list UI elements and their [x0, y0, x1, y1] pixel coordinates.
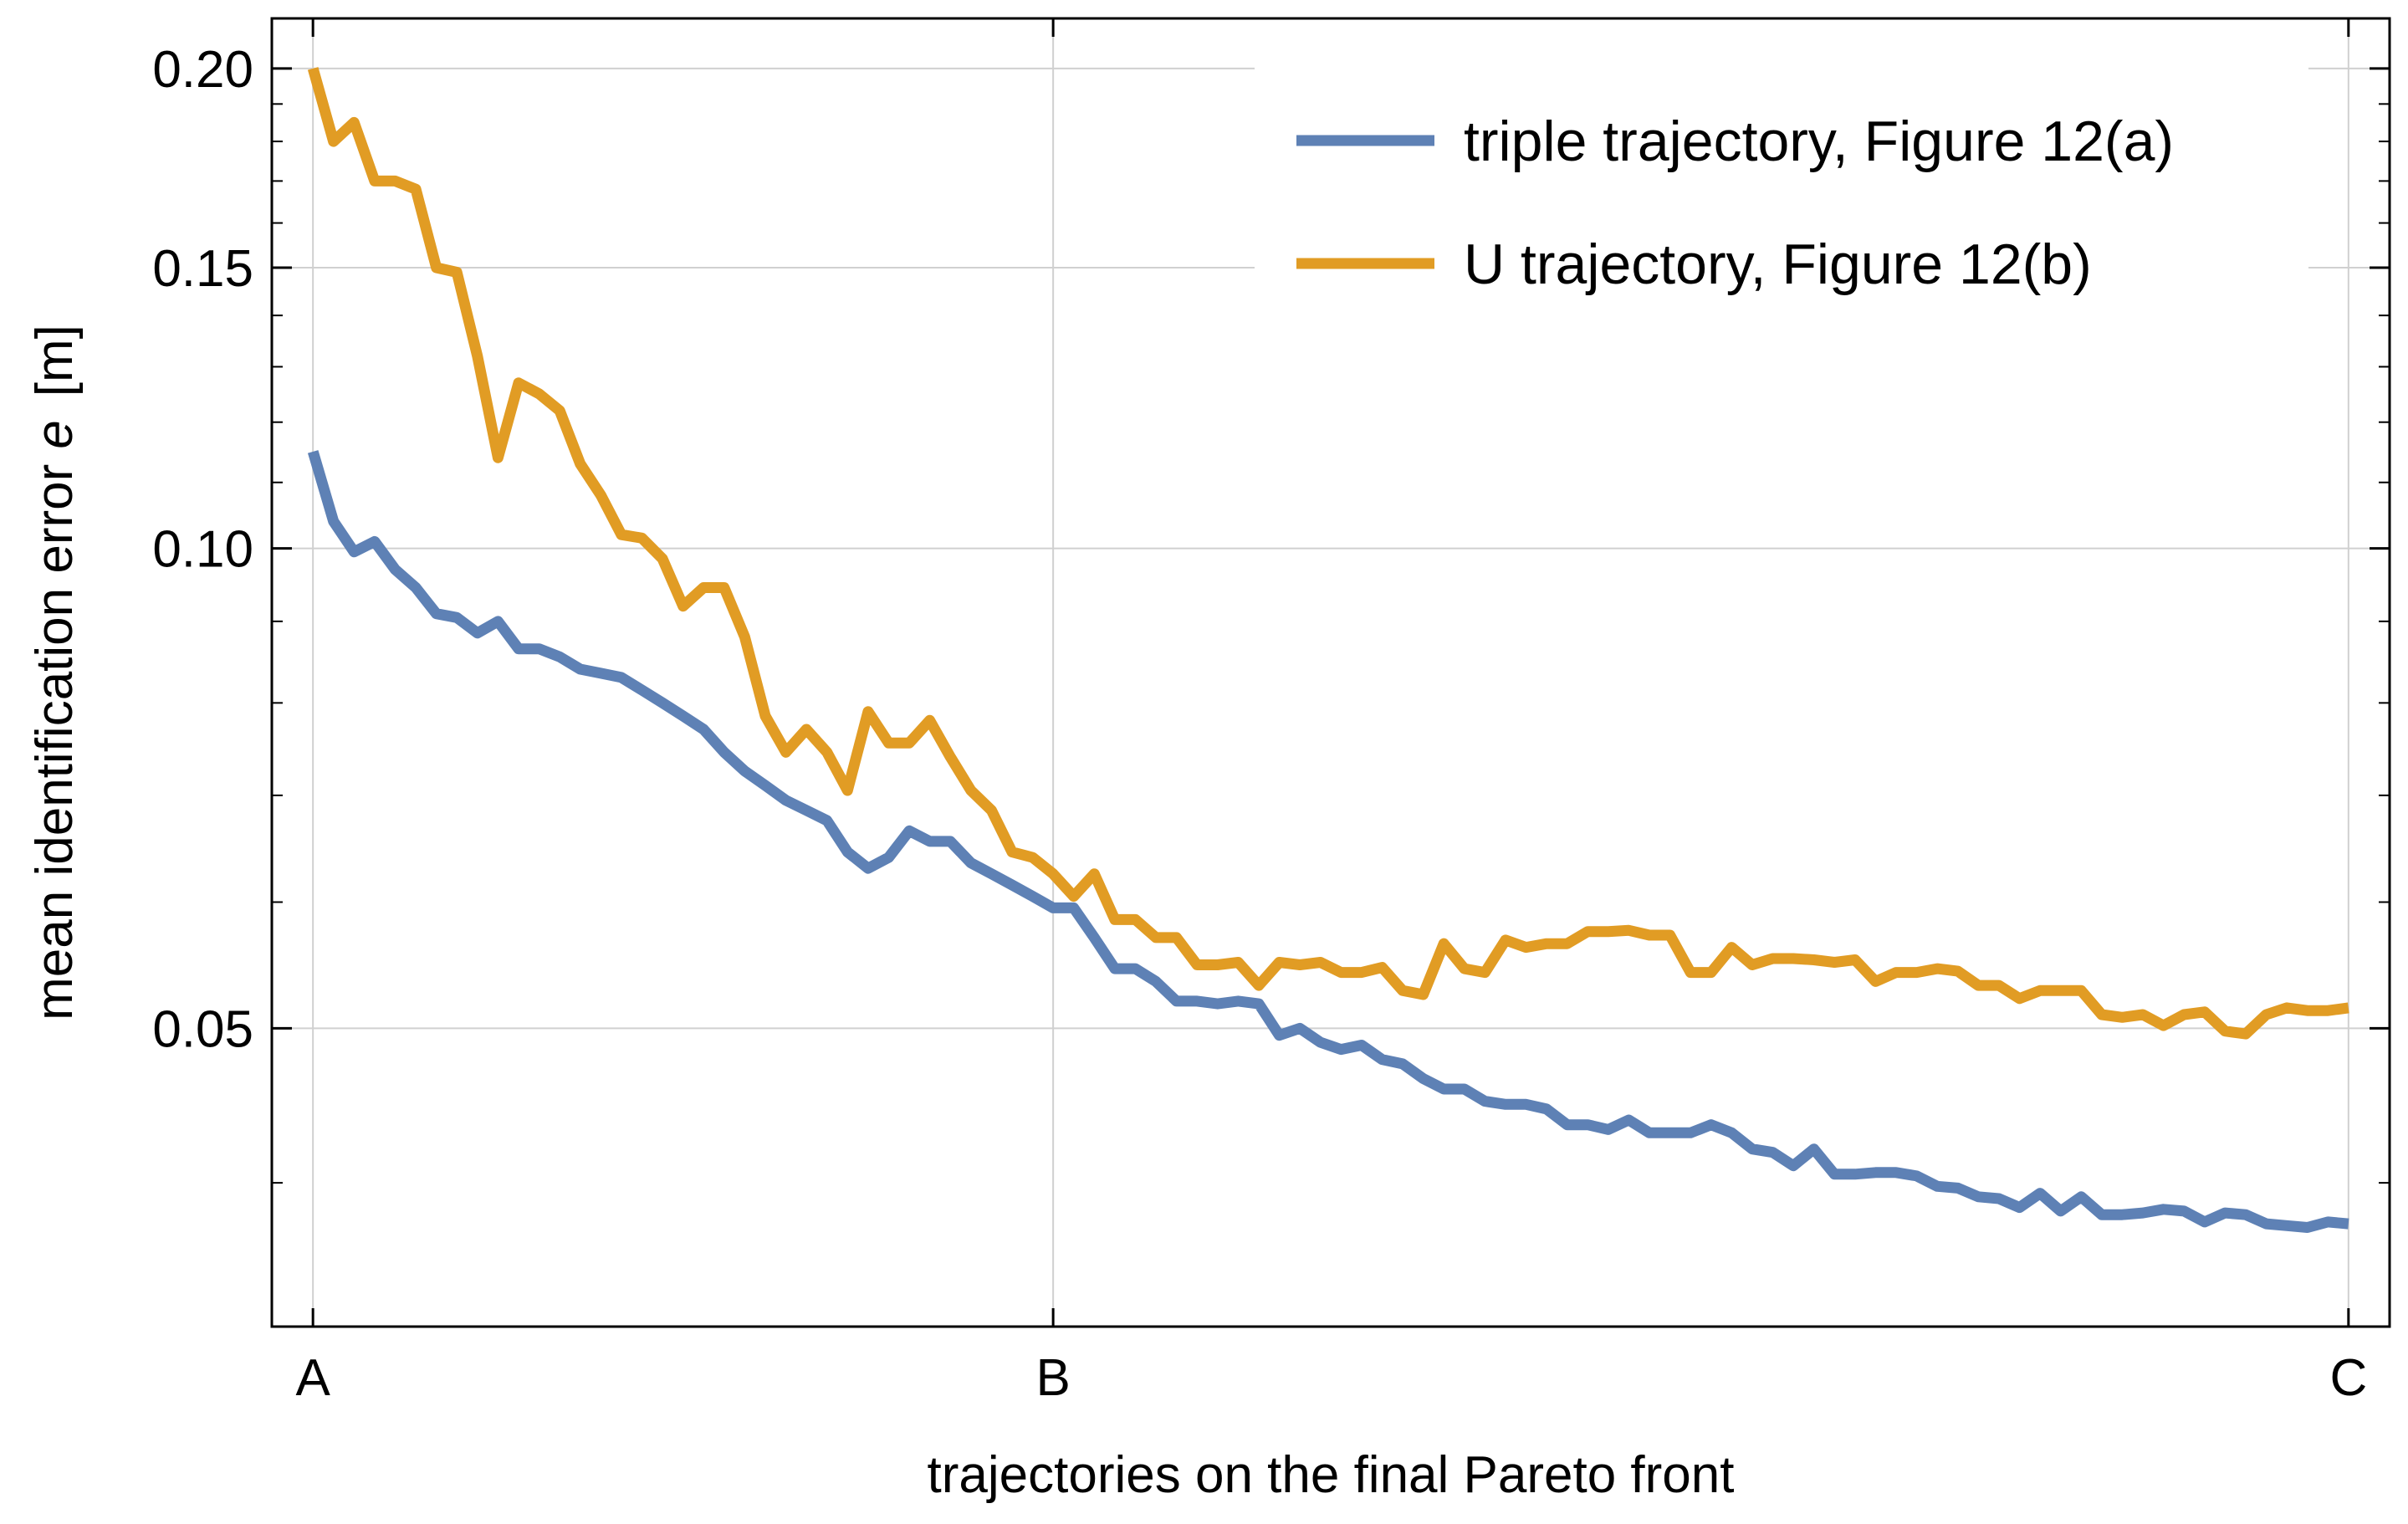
y-axis-title-unit: [m]: [26, 325, 84, 396]
series-lines: [307, 67, 2349, 1233]
x-tick-label: B: [1035, 1349, 1070, 1407]
y-axis-title-symbol: e: [26, 420, 84, 448]
series-line-triple: [307, 450, 2349, 1233]
legend-label-triple: triple trajectory, Figure 12(a): [1464, 110, 2174, 173]
legend: triple trajectory, Figure 12(a) U trajec…: [1255, 67, 2308, 318]
y-axis-title: mean identification error e [m]: [26, 325, 84, 1020]
y-tick-label: 0.15: [152, 240, 253, 298]
axis-ticks: A B C 0.05 0.10 0.15 0.20: [152, 18, 2390, 1407]
y-axis-title-prefix: mean identification error: [26, 464, 84, 1020]
x-tick-label: A: [295, 1349, 330, 1407]
y-tick-label: 0.20: [152, 41, 253, 99]
series-line-u: [307, 67, 2349, 1040]
legend-background: [1255, 67, 2308, 318]
legend-label-u: U trajectory, Figure 12(b): [1464, 233, 2092, 296]
plot-frame: [270, 17, 2391, 1328]
y-tick-label: 0.05: [152, 1000, 253, 1058]
y-tick-label: 0.10: [152, 521, 253, 579]
x-tick-label: C: [2329, 1349, 2367, 1407]
x-axis-title: trajectories on the final Pareto front: [928, 1446, 1735, 1504]
